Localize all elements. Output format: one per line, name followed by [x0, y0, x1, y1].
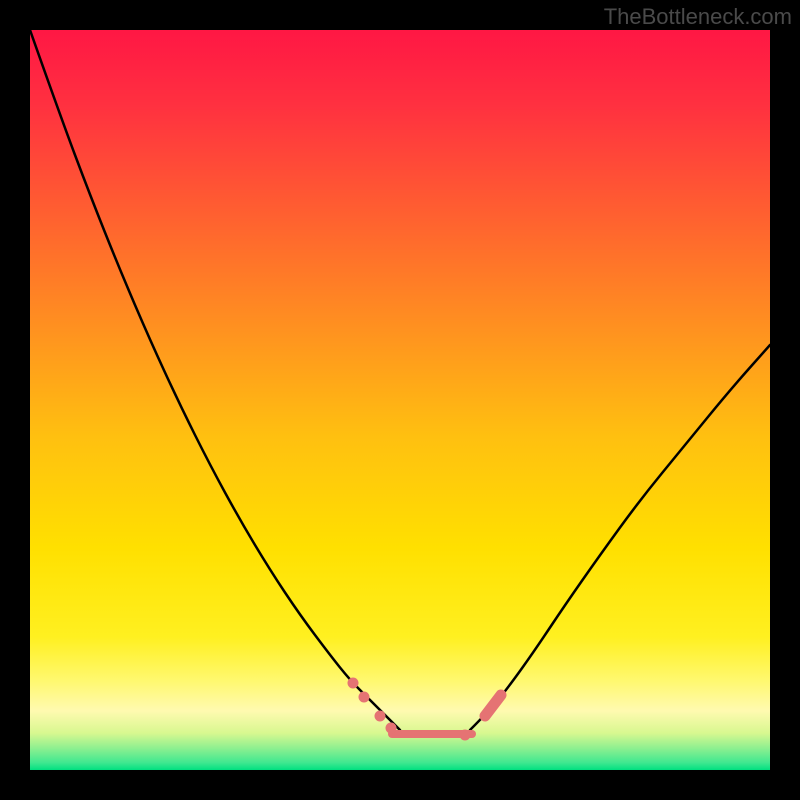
chart-svg: [30, 30, 770, 770]
watermark-text: TheBottleneck.com: [604, 4, 792, 30]
chart-container: TheBottleneck.com: [0, 0, 800, 800]
left-dot-1: [359, 692, 370, 703]
left-dot-0: [348, 678, 359, 689]
left-dot-2: [375, 711, 386, 722]
plot-area: [30, 30, 770, 770]
gradient-background: [30, 30, 770, 770]
left-dot-3: [386, 723, 397, 734]
right-dot-0: [460, 730, 471, 741]
